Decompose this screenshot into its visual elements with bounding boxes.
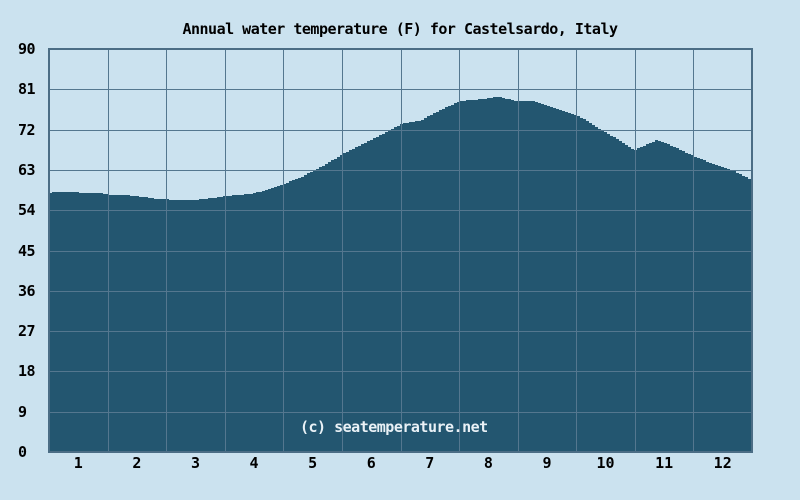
watermark-text: (c) seatemperature.net [300, 418, 488, 436]
temperature-area [49, 97, 752, 452]
y-axis-tick-label: 72 [18, 121, 35, 139]
x-axis-tick-label: 4 [250, 454, 259, 472]
y-axis-tick-label: 27 [18, 322, 35, 340]
x-axis-tick-label: 7 [425, 454, 434, 472]
y-axis-tick-label: 45 [18, 242, 36, 260]
y-axis-tick-label: 9 [18, 403, 27, 421]
x-axis-tick-label: 9 [542, 454, 551, 472]
x-axis-tick-label: 10 [597, 454, 615, 472]
y-axis-tick-label: 90 [18, 40, 36, 58]
x-axis-tick-label: 5 [308, 454, 317, 472]
x-axis-tick-label: 12 [714, 454, 732, 472]
x-axis-tick-label: 8 [484, 454, 493, 472]
x-axis-tick-label: 2 [132, 454, 141, 472]
plot-border [48, 48, 753, 453]
chart-title: Annual water temperature (F) for Castels… [182, 20, 618, 38]
y-axis-tick-label: 36 [18, 282, 36, 300]
x-axis-tick-label: 1 [74, 454, 83, 472]
y-axis-tick-label: 0 [18, 443, 27, 461]
x-axis-tick-label: 3 [191, 454, 200, 472]
y-axis-tick-label: 54 [18, 201, 36, 219]
y-axis-tick-label: 18 [18, 362, 36, 380]
y-axis-tick-label: 63 [18, 161, 36, 179]
x-axis-tick-label: 11 [655, 454, 673, 472]
y-axis-tick-label: 81 [18, 80, 36, 98]
x-axis-tick-label: 6 [367, 454, 376, 472]
